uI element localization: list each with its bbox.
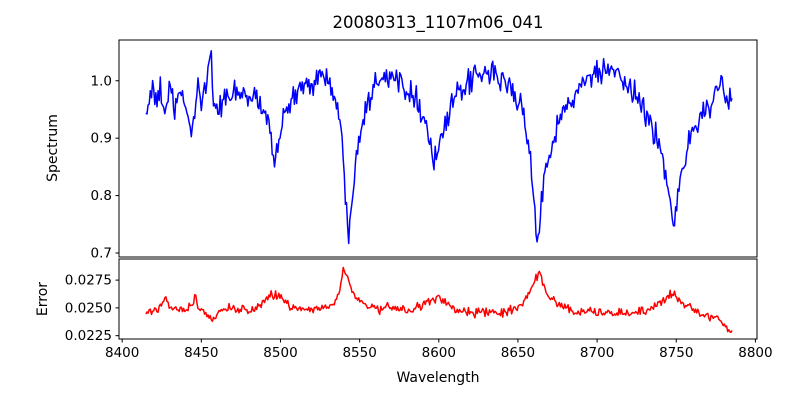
error-line bbox=[145, 266, 733, 334]
error-y-tick-label: 0.0225 bbox=[65, 328, 112, 344]
error-y-axis-label: Error bbox=[35, 282, 51, 316]
x-tick-label: 8500 bbox=[263, 345, 297, 361]
spectrum-frame bbox=[118, 39, 758, 258]
spectrum-y-tick-label: 0.7 bbox=[91, 245, 112, 261]
x-tick-label: 8450 bbox=[184, 345, 218, 361]
error-axes: 0.0225 0.0250 0.0275 8400 8450 8500 8550 8600 86… bbox=[65, 258, 773, 361]
x-tick-label: 8600 bbox=[422, 345, 456, 361]
x-tick-label: 8800 bbox=[738, 345, 772, 361]
error-frame bbox=[118, 258, 758, 340]
x-tick-label: 8400 bbox=[105, 345, 139, 361]
x-tick-label: 8750 bbox=[659, 345, 693, 361]
x-axis-label: Wavelength bbox=[396, 370, 479, 386]
spectrum-y-tick-label: 0.9 bbox=[91, 131, 112, 147]
x-tick-label: 8700 bbox=[580, 345, 614, 361]
spectrum-y-tick-label: 0.8 bbox=[91, 188, 112, 204]
spectrum-line bbox=[145, 50, 733, 245]
error-y-tick-label: 0.0275 bbox=[65, 273, 112, 289]
spectrum-axes: 0.7 0.8 0.9 1.0 bbox=[91, 39, 758, 261]
spectrum-y-tick-label: 1.0 bbox=[91, 73, 112, 89]
chart-title: 20080313_1107m06_041 bbox=[332, 13, 543, 33]
error-y-tick-label: 0.0250 bbox=[65, 300, 112, 316]
spectrum-y-axis-label: Spectrum bbox=[45, 114, 61, 182]
x-tick-label: 8550 bbox=[342, 345, 376, 361]
x-tick-label: 8650 bbox=[501, 345, 535, 361]
